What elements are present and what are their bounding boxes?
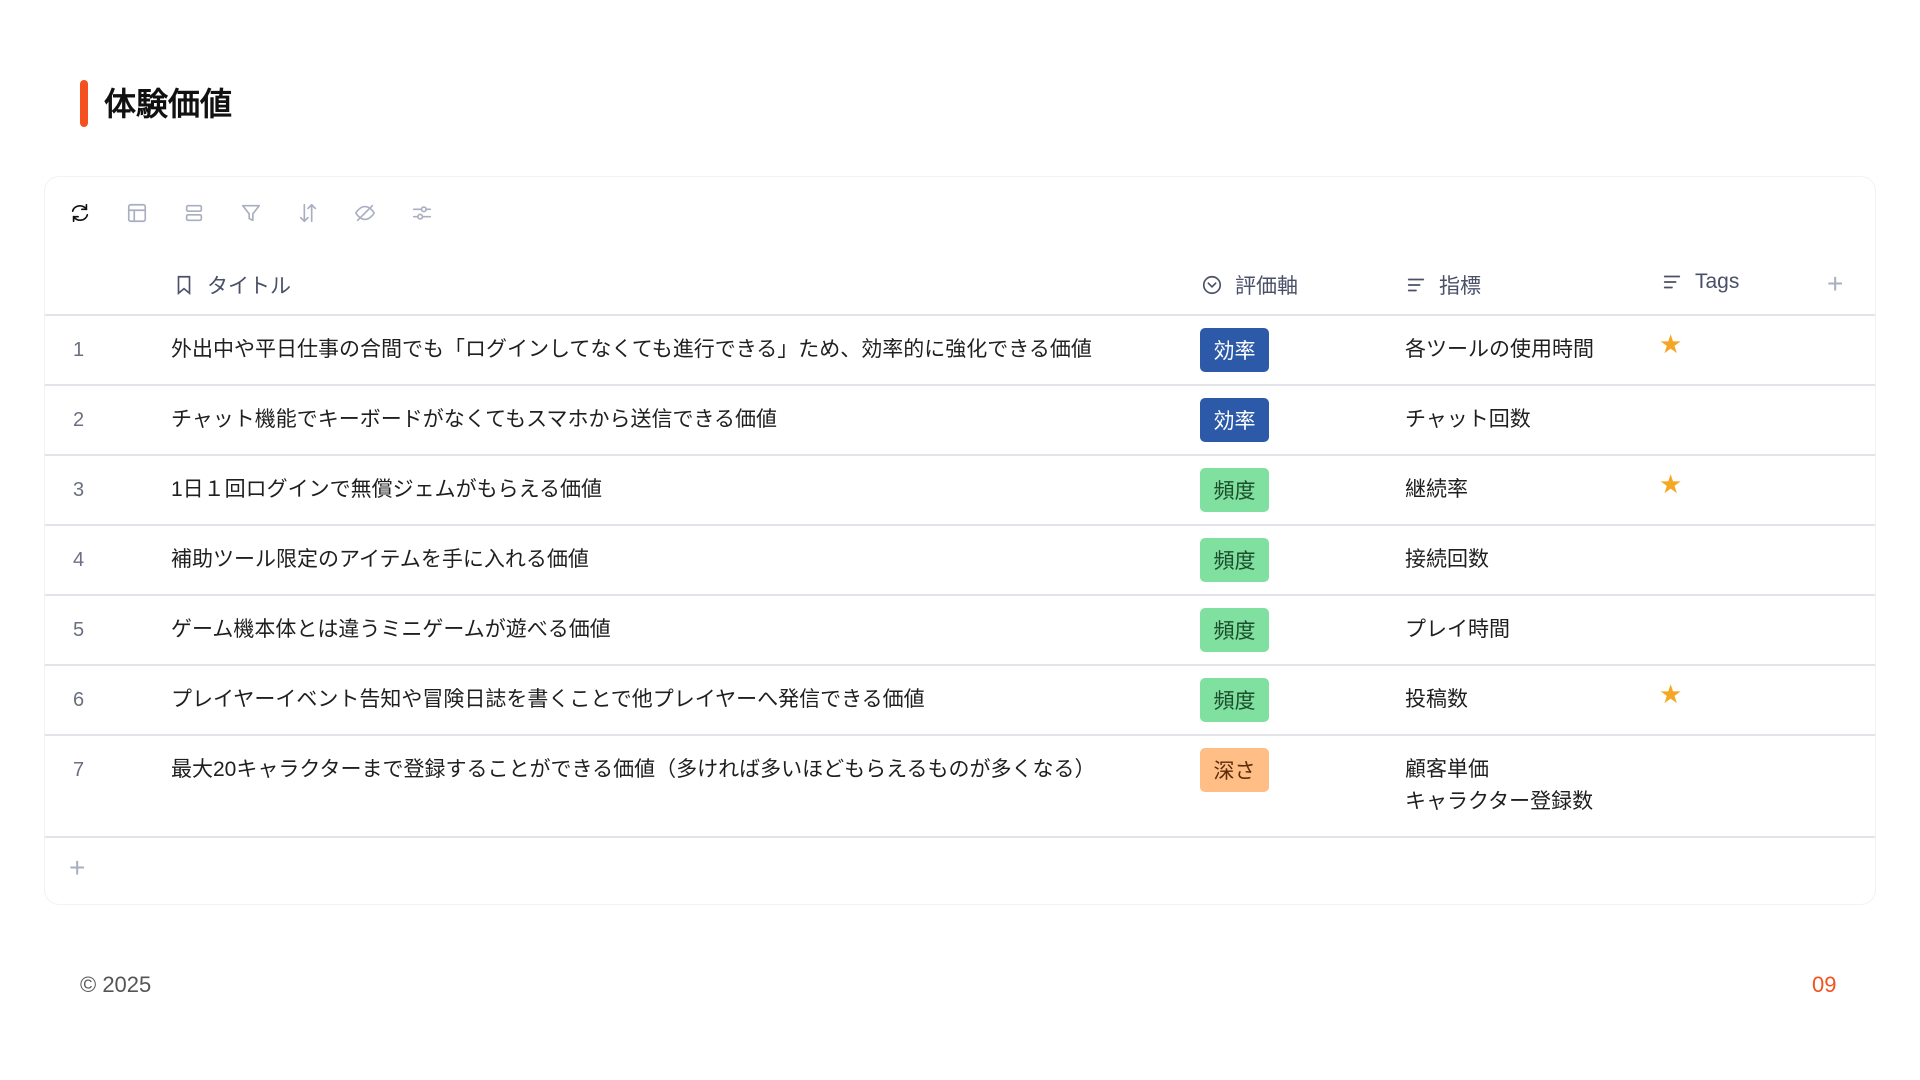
title-accent-bar: [80, 80, 88, 127]
table-row[interactable]: 4 補助ツール限定のアイテムを手に入れる価値 頻度 接続回数: [45, 526, 1875, 596]
row-title[interactable]: 補助ツール限定のアイテムを手に入れる価値: [171, 548, 589, 571]
column-header-tags[interactable]: Tags: [1661, 270, 1739, 294]
axis-badge[interactable]: 頻度: [1200, 538, 1269, 582]
table-row[interactable]: 7 最大20キャラクターまで登録することができる価値（多ければ多いほどもらえるもの…: [45, 736, 1875, 838]
page-number: 09: [1812, 972, 1837, 997]
row-number: 6: [73, 689, 85, 711]
axis-badge[interactable]: 頻度: [1200, 608, 1269, 652]
star-icon: ★: [1659, 469, 1683, 499]
row-metric[interactable]: 顧客単価 キャラクター登録数: [1405, 758, 1594, 813]
row-metric[interactable]: チャット回数: [1405, 408, 1531, 431]
sort-icon[interactable]: [296, 201, 320, 225]
row-number: 4: [73, 549, 85, 571]
axis-badge[interactable]: 効率: [1200, 398, 1269, 442]
row-metric[interactable]: 各ツールの使用時間: [1405, 338, 1594, 361]
table-row[interactable]: 3 1日１回ログインで無償ジェムがもらえる価値 頻度 継続率 ★: [45, 456, 1875, 526]
hide-icon[interactable]: [353, 201, 377, 225]
copyright: © 2025: [80, 972, 152, 997]
add-row-button[interactable]: +: [69, 852, 86, 883]
table-row[interactable]: 6 プレイヤーイベント告知や冒険日誌を書くことで他プレイヤーへ発信できる価値 頻度 投…: [45, 666, 1875, 736]
star-icon: ★: [1659, 329, 1683, 359]
settings-icon[interactable]: [410, 201, 434, 225]
text-lines-icon: [1663, 275, 1681, 289]
axis-badge[interactable]: 頻度: [1200, 678, 1269, 722]
table-body: 1 外出中や平日仕事の合間でも「ログインしてなくても進行できる」ため、効率的に強化…: [45, 316, 1875, 838]
bookmark-icon: [177, 275, 191, 296]
refresh-icon[interactable]: [68, 201, 92, 225]
table-row[interactable]: 1 外出中や平日仕事の合間でも「ログインしてなくても進行できる」ため、効率的に強化…: [45, 316, 1875, 386]
layout-icon[interactable]: [125, 201, 149, 225]
row-metric[interactable]: 投稿数: [1405, 688, 1468, 711]
star-icon: ★: [1659, 679, 1683, 709]
row-title[interactable]: プレイヤーイベント告知や冒険日誌を書くことで他プレイヤーへ発信できる価値: [171, 688, 925, 711]
row-title[interactable]: ゲーム機本体とは違うミニゲームが遊べる価値: [171, 618, 611, 641]
row-title[interactable]: 外出中や平日仕事の合間でも「ログインしてなくても進行できる」ため、効率的に強化で…: [171, 338, 1092, 361]
row-metric[interactable]: 継続率: [1405, 478, 1468, 501]
page-title: 体験価値: [104, 86, 233, 122]
text-lines-icon: [1407, 278, 1425, 292]
table-row[interactable]: 5 ゲーム機本体とは違うミニゲームが遊べる価値 頻度 プレイ時間: [45, 596, 1875, 666]
axis-badge[interactable]: 深さ: [1200, 748, 1269, 792]
row-number: 1: [73, 339, 85, 361]
add-column-button[interactable]: +: [1827, 268, 1844, 299]
filter-icon[interactable]: [239, 201, 263, 225]
database-table-card: タイトル 評価軸 指標 Tags + 1 外出中や平日仕事の合間でも「ログインして…: [45, 177, 1875, 904]
row-number: 2: [73, 409, 85, 431]
row-number: 5: [73, 619, 85, 641]
row-title[interactable]: 最大20キャラクターまで登録することができる価値（多ければ多いほどもらえるものが…: [171, 758, 1096, 781]
circle-chevron-down-icon: [1202, 275, 1222, 295]
toolbar: [68, 201, 434, 225]
column-header-metric[interactable]: 指標: [1405, 270, 1481, 300]
row-number: 7: [73, 759, 85, 781]
axis-badge[interactable]: 頻度: [1200, 468, 1269, 512]
row-metric[interactable]: 接続回数: [1405, 548, 1489, 571]
table-header: タイトル 評価軸 指標 Tags +: [45, 258, 1875, 316]
row-title[interactable]: チャット機能でキーボードがなくてもスマホから送信できる価値: [171, 408, 778, 431]
row-number: 3: [73, 479, 85, 501]
row-metric[interactable]: プレイ時間: [1405, 618, 1510, 641]
table-row[interactable]: 2 チャット機能でキーボードがなくてもスマホから送信できる価値 効率 チャット回数: [45, 386, 1875, 456]
column-header-axis[interactable]: 評価軸: [1201, 270, 1298, 300]
column-header-title[interactable]: タイトル: [173, 270, 291, 300]
axis-badge[interactable]: 効率: [1200, 328, 1269, 372]
row-title[interactable]: 1日１回ログインで無償ジェムがもらえる価値: [171, 478, 603, 501]
group-icon[interactable]: [182, 201, 206, 225]
